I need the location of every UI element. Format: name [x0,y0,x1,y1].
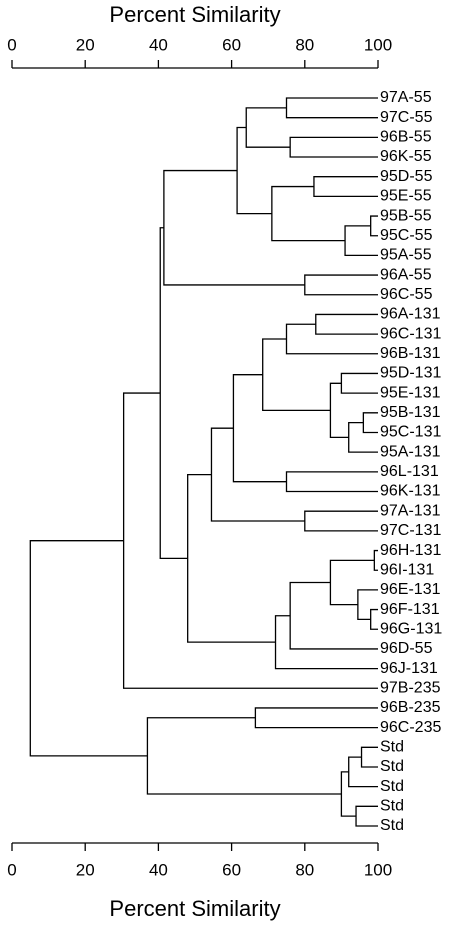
leaf-label: 95D-131 [380,365,441,382]
leaf-label: 96D-55 [380,640,433,657]
merge-link [344,225,378,257]
leaf-label: 96C-131 [380,325,441,342]
leaf-label: 96B-55 [380,129,432,146]
merge-link [285,323,378,355]
leaf-label: 96A-55 [380,266,432,283]
leaf-label: 96I-131 [380,561,434,578]
merge-link [262,338,331,412]
leaf-label: 96H-131 [380,542,441,559]
leaf-label: Std [380,758,404,775]
merge-link [274,615,378,670]
leaf-label: Std [380,778,404,795]
leaf-label: 95E-131 [380,384,441,401]
merge-link [245,107,291,148]
merge-link [236,126,272,215]
leaf-label: 95C-55 [380,227,433,244]
merge-link [187,473,276,643]
leaf-label: 96C-235 [380,719,441,736]
merge-link [355,805,378,827]
leaf-label: 97A-131 [380,502,441,519]
leaf-label: 97C-55 [380,109,433,126]
leaf-label: 96K-55 [380,148,432,165]
merge-link [329,382,349,439]
merge-link [289,136,378,158]
leaf-label: 95B-55 [380,207,432,224]
merge-link [210,427,305,522]
merge-link [373,549,378,571]
top-tick-label: 40 [149,35,168,54]
merge-link [146,717,342,795]
leaf-label: 97A-55 [380,89,432,106]
merge-link [313,176,378,198]
merge-link [304,510,378,532]
leaf-label: 95B-131 [380,404,441,421]
top-tick-label: 80 [295,35,314,54]
merge-link [329,559,375,606]
merge-link [370,215,378,237]
bottom-tick-label: 20 [76,860,95,879]
leaf-label: 96L-131 [380,463,439,480]
merge-link [360,746,378,768]
merge-link [163,169,305,286]
leaf-label: Std [380,817,404,834]
merge-link [348,756,378,788]
merge-link [254,707,378,729]
merge-link [289,581,378,650]
top-tick-label: 100 [364,35,392,54]
bottom-tick-label: 40 [149,860,168,879]
top-tick-label: 0 [7,35,16,54]
bottom-tick-label: 80 [295,860,314,879]
top-tick-label: 60 [222,35,241,54]
merge-link [357,589,378,621]
top-axis-title: Percent Similarity [109,2,280,27]
leaf-label: 96B-235 [380,699,441,716]
leaf-label: 95D-55 [380,168,433,185]
leaf-label: 96C-55 [380,286,433,303]
leaf-label: 97B-235 [380,679,441,696]
leaf-label: 95A-131 [380,443,441,460]
leaf-label: 95C-131 [380,424,441,441]
merge-link [315,313,378,335]
bottom-tick-label: 60 [222,860,241,879]
leaf-label: 96E-131 [380,581,441,598]
merge-link [370,608,378,630]
leaf-label: 95A-55 [380,247,432,264]
merge-link [285,471,378,493]
merge-link [304,274,378,296]
leaf-label: 96J-131 [380,660,438,677]
merge-link [340,372,378,394]
leaf-label: Std [380,739,404,756]
bottom-tick-label: 0 [7,860,16,879]
leaf-label: 96K-131 [380,483,441,500]
merge-link [285,97,378,119]
merge-link [232,374,287,483]
bottom-tick-label: 100 [364,860,392,879]
merge-link [271,185,346,242]
leaf-label: Std [380,798,404,815]
top-tick-label: 20 [76,35,95,54]
leaf-label: 95E-55 [380,188,432,205]
bottom-axis-title: Percent Similarity [109,896,280,921]
leaf-label: 96B-131 [380,345,441,362]
leaf-label: 97C-131 [380,522,441,539]
merge-link [29,540,148,757]
leaf-label: 96G-131 [380,620,442,637]
leaf-label: 96A-131 [380,306,441,323]
leaf-label: 96F-131 [380,601,440,618]
merge-link [362,412,378,434]
